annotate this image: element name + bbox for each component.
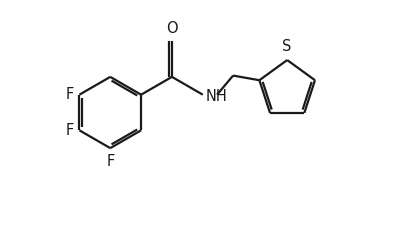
Text: F: F bbox=[66, 123, 74, 138]
Text: O: O bbox=[166, 21, 178, 36]
Text: NH: NH bbox=[206, 89, 227, 104]
Text: F: F bbox=[106, 154, 114, 169]
Text: F: F bbox=[66, 87, 74, 102]
Text: S: S bbox=[283, 39, 292, 54]
